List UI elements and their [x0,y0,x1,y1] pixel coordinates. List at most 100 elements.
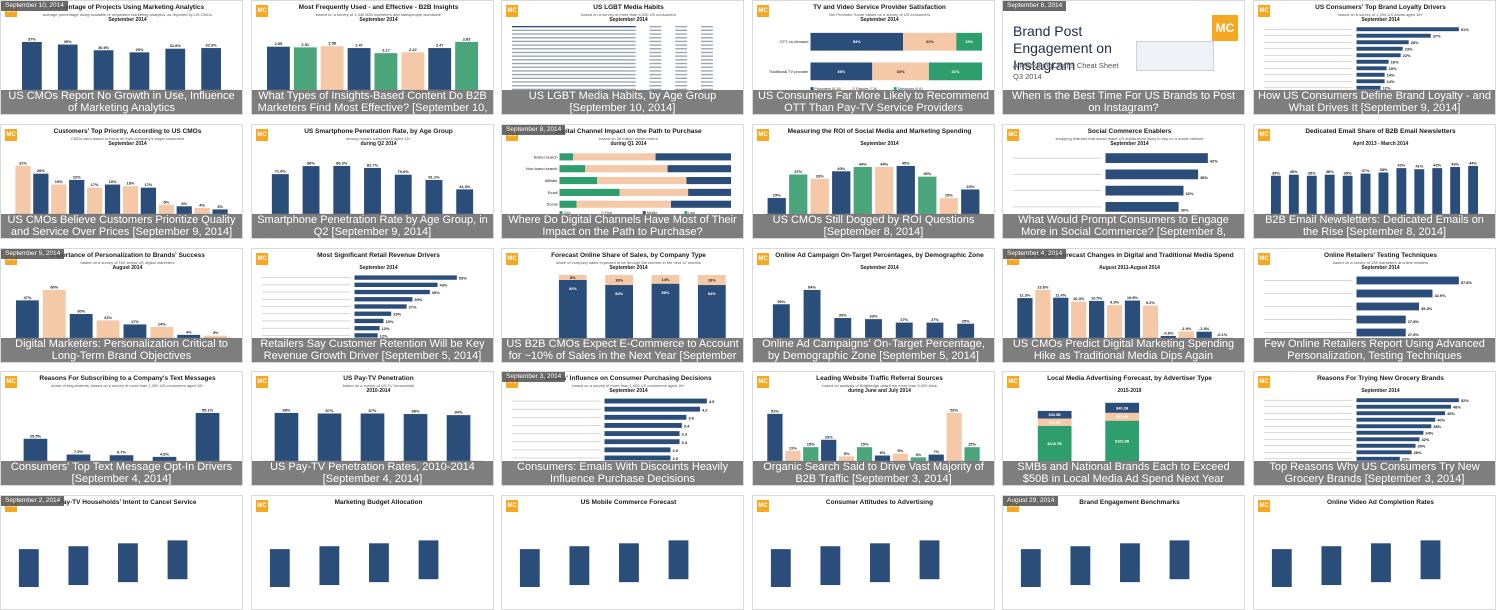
bar-value-label: 43% [440,283,448,288]
thumbnail-caption[interactable]: Organic Search Said to Drive Vast Majori… [753,461,994,485]
thumbnail-caption[interactable]: US CMOs Predict Digital Marketing Spendi… [1003,338,1244,362]
table-cell [675,41,687,42]
chart-period: September 2014 [270,265,487,271]
bar [767,414,782,461]
table-cell [675,37,687,38]
bar-value-label: 27.8% [1408,332,1420,337]
segment-value-label: 14% [662,277,670,282]
thumbnail-caption[interactable]: US Pay-TV Penetration Rates, 2010-2014 [… [252,461,493,485]
marketingcharts-logo: MC [757,376,769,388]
bar-value-label: 11.3% [1019,293,1031,298]
bar [854,167,872,214]
bar [355,297,413,301]
chart-svg: 15%37%33%40%44%44%45%35%15%23% [761,149,986,216]
category-label-placeholder [262,313,351,314]
thumbnail-caption[interactable]: US CMOs Report No Growth in Use, Influen… [1,90,242,114]
chart-svg [510,520,735,587]
thumbnail-caption[interactable]: B2B Email Newsletters: Dedicated Emails … [1254,214,1495,238]
chart-area: 53%43%39%30%27%19%15%13%12% [260,273,485,340]
thumbnail-caption[interactable]: How US Consumers Define Brand Loyalty - … [1254,90,1495,114]
bar [94,50,114,90]
bar-value-label: 23% [966,184,974,189]
thumbnail-caption[interactable]: Retailers Say Customer Retention Will be… [252,338,493,362]
bar [68,546,88,585]
thumbnail-caption[interactable]: Consumers: Emails With Discounts Heavily… [502,461,743,485]
thumbnail-caption[interactable]: What Would Prompt Consumers to Engage Mo… [1003,214,1244,238]
stacked-segment [668,165,731,172]
thumbnail-caption[interactable]: Digital Marketers: Personalization Criti… [1,338,242,362]
bar-value-label: 26% [37,168,45,173]
category-label-placeholder [1264,413,1353,414]
thumbnail-caption[interactable]: US LGBT Media Habits, by Age Group [Sept… [502,90,743,114]
chart-title: Dedicated Email Share of B2B Email Newsl… [1272,128,1489,136]
chart-period: September 2014 [270,17,487,23]
bar [1361,174,1371,214]
thumbnail-caption[interactable]: When is the Best Time For US Brands to P… [1003,90,1244,114]
category-label: Email [548,190,558,195]
thumbnail-caption[interactable]: SMBs and National Brands Each to Exceed … [1003,461,1244,485]
thumbnail-caption[interactable]: US B2B CMOs Expect E-Commerce to Account… [502,338,743,362]
bar-value-label: 48% [1453,404,1461,409]
thumbnail-caption[interactable]: What Types of Insights-Based Content Do … [252,90,493,114]
chart-title: Most Significant Retail Revenue Drivers [270,252,487,260]
table-cell [701,59,713,60]
thumbnail-caption[interactable]: Few Online Retailers Report Using Advanc… [1254,338,1495,362]
bar [669,540,689,579]
marketingcharts-logo: MC [506,5,518,17]
bar-value-label: 45% [1447,411,1455,416]
chart-title: Social Commerce Enablers [1021,128,1238,136]
chart-area: 51%11%15%23%5%15%6%8%4%7%52%15% [761,396,986,463]
thumbnail-caption[interactable]: Online Ad Campaigns' On-Target Percentag… [753,338,994,362]
chart-area: 15%37%33%40%44%44%45%35%15%23% [761,149,986,216]
thumbnail-caption[interactable]: Consumers' Top Text Message Opt-In Drive… [1,461,242,485]
thumbnail-caption[interactable]: Where Do Digital Channels Have Most of T… [502,214,743,238]
thumbnail-caption[interactable]: Top Reasons Why US Consumers Try New Gro… [1254,461,1495,485]
thumbnail-caption[interactable]: US CMOs Believe Customers Prioritize Qua… [1,214,242,238]
table-cell [701,37,713,38]
thumbnail-caption[interactable]: US Consumers Far More Likely to Recommen… [753,90,994,114]
table-row [512,48,636,49]
thumbnail-caption[interactable]: US CMOs Still Dogged by ROI Questions [S… [753,214,994,238]
category-label-placeholder [512,458,601,459]
thumbnail-caption[interactable]: Smartphone Penetration Rate by Age Group… [252,214,493,238]
chart-period: during Q2 2014 [270,141,487,147]
bar [1106,153,1208,163]
date-badge: September 5, 2014 [1,249,64,259]
table-cell [650,81,662,82]
bar-value-label: -1.8% [1199,326,1210,331]
bar [865,319,882,338]
marketingcharts-logo: MC [256,500,268,512]
table-cell [650,74,662,75]
